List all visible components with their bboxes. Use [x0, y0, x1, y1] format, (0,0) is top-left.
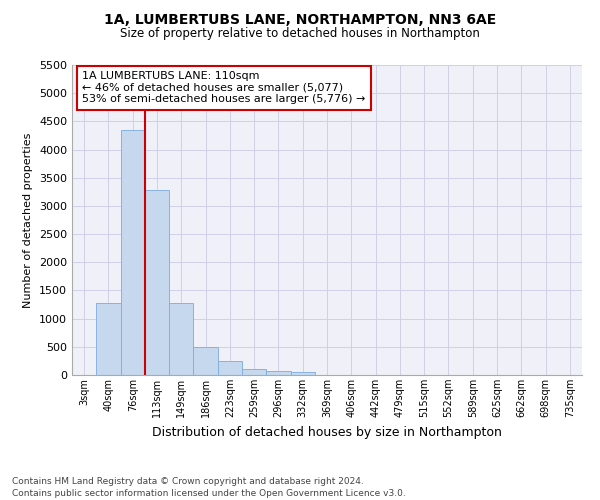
Bar	[290, 372, 315, 375]
Bar	[266, 371, 290, 375]
Bar	[169, 303, 193, 375]
Text: Contains HM Land Registry data © Crown copyright and database right 2024.: Contains HM Land Registry data © Crown c…	[12, 478, 364, 486]
Bar	[121, 130, 145, 375]
Bar	[218, 362, 242, 375]
Text: Contains public sector information licensed under the Open Government Licence v3: Contains public sector information licen…	[12, 489, 406, 498]
Text: Size of property relative to detached houses in Northampton: Size of property relative to detached ho…	[120, 28, 480, 40]
X-axis label: Distribution of detached houses by size in Northampton: Distribution of detached houses by size …	[152, 426, 502, 438]
Bar	[96, 304, 121, 375]
Bar	[145, 190, 169, 375]
Y-axis label: Number of detached properties: Number of detached properties	[23, 132, 34, 308]
Bar	[193, 348, 218, 375]
Text: 1A LUMBERTUBS LANE: 110sqm
← 46% of detached houses are smaller (5,077)
53% of s: 1A LUMBERTUBS LANE: 110sqm ← 46% of deta…	[82, 71, 365, 104]
Bar	[242, 370, 266, 375]
Text: 1A, LUMBERTUBS LANE, NORTHAMPTON, NN3 6AE: 1A, LUMBERTUBS LANE, NORTHAMPTON, NN3 6A…	[104, 12, 496, 26]
